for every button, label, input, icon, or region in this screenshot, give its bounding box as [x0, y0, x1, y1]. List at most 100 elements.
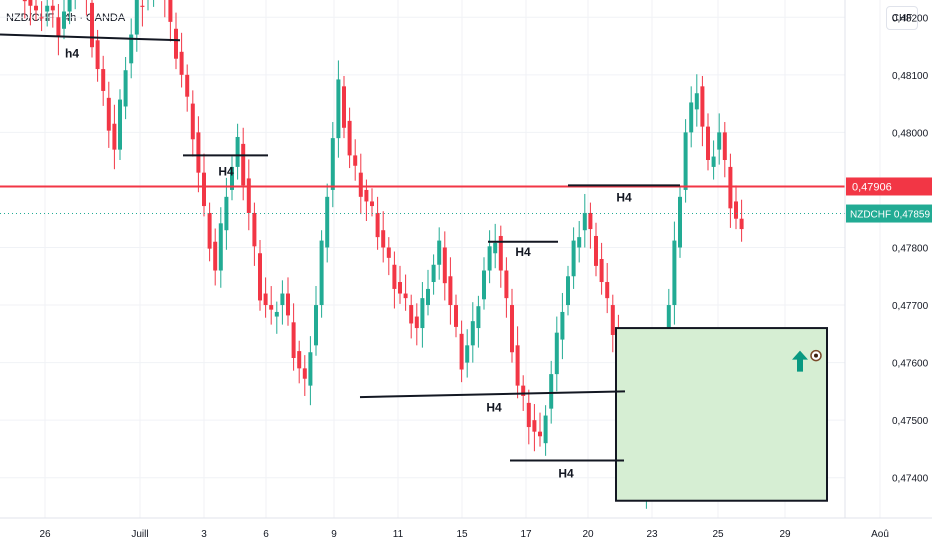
candle-body	[734, 201, 738, 219]
candle-body	[582, 212, 587, 231]
candle-body	[218, 223, 223, 271]
candle-body	[370, 201, 374, 207]
candle-body	[560, 311, 565, 340]
candle-body	[134, 0, 139, 35]
y-tick-label: 0,47800	[892, 243, 929, 254]
level-price-label: 0,47906	[852, 181, 892, 193]
candle-body	[706, 126, 710, 161]
candle-body	[594, 235, 598, 266]
candle-body	[39, 17, 44, 19]
candle-body	[538, 431, 542, 437]
candle-body	[465, 345, 470, 363]
candle-body	[543, 415, 548, 444]
candle-body	[112, 123, 117, 150]
x-tick-label: 11	[393, 529, 404, 540]
candle-body	[470, 321, 475, 346]
candle-body	[286, 293, 290, 316]
level-price-tag	[846, 177, 932, 196]
x-tick-label: 23	[646, 529, 658, 540]
candle-body	[599, 259, 604, 283]
candle-body	[62, 11, 66, 29]
y-tick-label: 0,48200	[892, 13, 929, 24]
x-tick-label: 29	[779, 529, 791, 540]
candle-body	[442, 247, 447, 284]
x-tick-label: Aoû	[871, 529, 889, 540]
candle-body	[375, 212, 380, 238]
candle-body	[123, 70, 128, 107]
candle-body	[381, 230, 386, 248]
candle-body	[291, 322, 296, 358]
candle-body	[487, 246, 492, 271]
candle-body	[532, 420, 537, 432]
h4-line	[0, 33, 181, 42]
y-tick-label: 0,48100	[892, 71, 929, 82]
candle-body	[196, 132, 201, 173]
candle-body	[459, 333, 464, 370]
candle-body	[610, 305, 615, 335]
candle-body	[241, 143, 246, 186]
up-arrow-icon	[792, 350, 808, 372]
h4-label: H4	[558, 467, 574, 481]
candle-body	[694, 93, 699, 110]
h4-line	[359, 390, 626, 399]
candle-body	[314, 305, 318, 346]
candle-body	[274, 311, 279, 317]
candle-body	[168, 0, 173, 22]
candle-body	[577, 237, 582, 248]
annotations: 0,47906 NZDCHF 0,47859 h4 H4 H4 H4 H4 H4	[0, 33, 932, 502]
candle-body	[202, 172, 206, 207]
candle-body	[521, 385, 526, 396]
candle-body	[330, 138, 335, 190]
candle-body	[386, 247, 391, 258]
candle-body	[235, 136, 240, 167]
candle-body	[454, 305, 458, 327]
candle-body	[129, 34, 134, 64]
grid	[0, 0, 881, 518]
x-tick-label: 20	[582, 529, 594, 540]
last-price-label: NZDCHF 0,47859	[850, 210, 930, 221]
candle-body	[336, 79, 341, 139]
candle-body	[56, 17, 61, 36]
candle-body	[526, 402, 531, 428]
eye-pupil	[814, 353, 818, 358]
demand-zone	[615, 327, 828, 502]
candle-body	[420, 298, 425, 329]
candle-body	[678, 196, 682, 248]
candle-body	[246, 178, 251, 213]
candle-body	[358, 172, 363, 197]
candle-body	[179, 51, 184, 75]
y-tick-label: 0,47700	[892, 301, 929, 312]
candle-body	[711, 156, 716, 167]
candle-body	[224, 196, 229, 231]
candle-body	[722, 132, 727, 161]
candle-body	[269, 305, 274, 310]
candle-body	[392, 264, 397, 289]
candle-body	[448, 276, 453, 306]
candle-body	[207, 212, 212, 249]
candle-body	[174, 28, 178, 59]
candle-body	[364, 189, 369, 202]
candle-body	[689, 102, 694, 133]
h4-label: H4	[218, 165, 234, 179]
y-tick-label: 0,48000	[892, 128, 929, 139]
candle-body	[683, 132, 688, 190]
candle-body	[717, 132, 722, 150]
h4-label: h4	[65, 47, 79, 61]
candle-body	[571, 240, 576, 277]
x-tick-label: 9	[331, 529, 337, 540]
y-tick-label: 0,47600	[892, 359, 929, 370]
candle-body	[95, 40, 100, 70]
currency-selector[interactable]: CHF	[886, 6, 918, 30]
candle-body	[28, 0, 33, 6]
candle-body	[605, 282, 610, 299]
candle-body	[263, 293, 268, 306]
candle-body	[403, 293, 408, 299]
candle-body	[252, 212, 257, 247]
candle-body	[319, 240, 324, 306]
candle-body	[353, 155, 358, 166]
candle-body	[190, 103, 195, 140]
candle-body	[566, 276, 570, 306]
candle-body	[739, 218, 744, 230]
